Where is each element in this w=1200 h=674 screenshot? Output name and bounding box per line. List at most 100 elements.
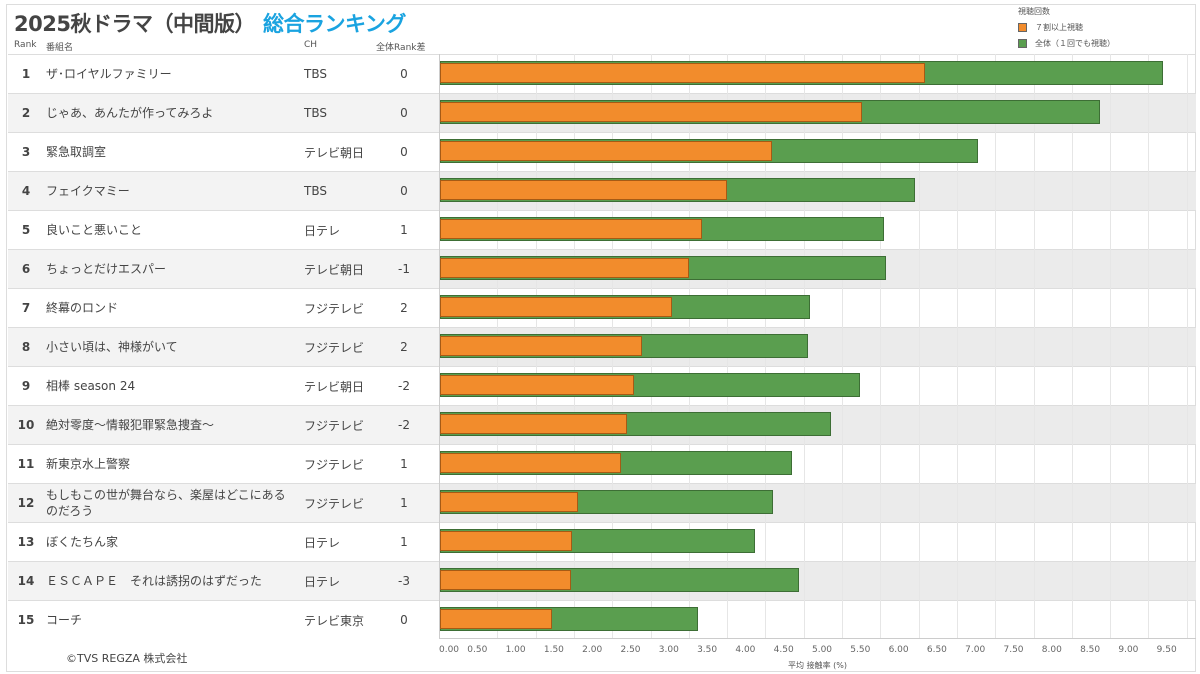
legend-title: 視聴回数: [1018, 7, 1050, 16]
plot-row-band: [440, 327, 1196, 366]
cell-diff: 2: [400, 340, 408, 354]
x-tick-label: 1.00: [505, 645, 526, 655]
legend-label: ７割以上視聴: [1035, 23, 1083, 32]
bar-over70: [440, 102, 863, 122]
cell-name: ぼくたちん家: [46, 535, 119, 549]
cell-name: ちょっとだけエスパー: [46, 262, 167, 276]
cell-diff: 1: [400, 535, 408, 549]
plot-row-band: [440, 54, 1196, 93]
x-tick-label: 7.00: [965, 645, 986, 655]
cell-rank: 7: [21, 301, 31, 315]
bar-plot: [439, 54, 1196, 638]
table-row: 2 じゃあ、あんたが作ってみろよ TBS 0: [8, 93, 1196, 132]
cell-ch: テレビ東京: [304, 613, 365, 628]
gridline: [1110, 54, 1112, 638]
bar-over70: [440, 180, 728, 200]
x-tick-label: 5.50: [850, 645, 871, 655]
header-diff: 全体Rank差: [376, 43, 426, 53]
page-title: 2025秋ドラマ（中間版） 総合ランキング: [14, 8, 406, 38]
cell-name: コーチ: [46, 613, 83, 627]
cell-diff: -1: [398, 262, 410, 276]
x-tick-label: 8.50: [1080, 645, 1101, 655]
cell-name: フェイクマミー: [46, 184, 130, 198]
x-tick-label: 8.00: [1041, 645, 1062, 655]
header-rank: Rank: [14, 40, 37, 50]
plot-row-band: [440, 93, 1196, 132]
cell-name: じゃあ、あんたが作ってみろよ: [46, 106, 214, 120]
cell-rank: 12: [17, 496, 35, 510]
header-ch: CH: [304, 40, 318, 50]
bar-over70: [440, 492, 578, 512]
gridline: [842, 54, 843, 638]
bar-over70: [440, 141, 772, 161]
cell-name: 相棒 season 24: [46, 379, 136, 393]
plot-row-band: [440, 444, 1196, 483]
cell-ch: 日テレ: [304, 574, 341, 589]
legend-item-over70: ７割以上視聴: [1018, 22, 1115, 33]
bar-over70: [440, 375, 634, 395]
cell-rank: 11: [17, 457, 35, 471]
plot-row-band: [440, 405, 1196, 444]
gridline: [1186, 54, 1188, 638]
x-axis: 平均 接触率 (%) 0.00 0.50 1.00 1.50 2.00 2.50 3.00 3.…: [439, 638, 1196, 672]
cell-name: 絶対零度～情報犯罪緊急捜査～: [46, 418, 215, 432]
cell-rank: 10: [17, 418, 35, 432]
plot-row-band: [440, 210, 1196, 249]
plot-row-band: [440, 600, 1196, 639]
cell-name: ＥＳＣＡＰＥ それは誘拐のはずだった: [46, 574, 262, 588]
cell-diff: 1: [400, 223, 408, 237]
bar-over70: [440, 453, 621, 473]
cell-ch: 日テレ: [304, 535, 341, 550]
cell-ch: TBS: [304, 67, 327, 81]
x-tick-label: 2.50: [620, 645, 641, 655]
cell-diff: 0: [400, 613, 408, 627]
cell-diff: 2: [400, 301, 408, 315]
gridline: [880, 54, 882, 638]
cell-ch: フジテレビ: [304, 301, 365, 316]
x-tick-label: 5.00: [811, 645, 833, 655]
plot-row-band: [440, 249, 1196, 288]
x-tick-label: 2.00: [582, 645, 603, 655]
cell-diff: -2: [398, 379, 410, 393]
bar-over70: [440, 531, 572, 551]
x-tick-label: 3.50: [697, 645, 718, 655]
cell-diff: 0: [400, 145, 408, 159]
cell-ch: フジテレビ: [304, 418, 365, 433]
bar-over70: [440, 219, 702, 239]
x-tick-label: 0.00: [438, 645, 460, 655]
cell-name: 緊急取調室: [46, 145, 107, 159]
gridline: [918, 54, 920, 638]
cell-rank: 2: [21, 106, 31, 120]
x-axis-label: 平均 接触率 (%): [788, 661, 847, 670]
gridline: [956, 54, 958, 638]
cell-diff: 0: [400, 67, 408, 81]
cell-rank: 4: [21, 184, 31, 198]
x-tick-label: 4.00: [735, 645, 756, 655]
cell-diff: 0: [400, 106, 408, 120]
cell-rank: 13: [17, 535, 35, 549]
cell-name: 良いこと悪いこと: [46, 223, 143, 237]
title-accent: 総合ランキング: [262, 12, 406, 36]
cell-rank: 9: [21, 379, 31, 393]
plot-row-band: [440, 366, 1196, 405]
x-tick-label: 1.50: [543, 645, 564, 655]
x-tick-label: 4.50: [773, 645, 794, 655]
copyright: ©TVS REGZA 株式会社: [66, 652, 188, 665]
gridline: [1033, 54, 1035, 638]
legend-swatch-green: [1018, 39, 1027, 48]
cell-ch: フジテレビ: [304, 457, 365, 472]
cell-ch: TBS: [304, 106, 327, 120]
gridline: [1071, 54, 1073, 638]
cell-name: もしもこの世が舞台なら、楽屋はどこにあるのだろう: [46, 488, 286, 518]
cell-rank: 6: [21, 262, 31, 276]
cell-diff: 0: [400, 184, 408, 198]
cell-diff: -2: [398, 418, 410, 432]
plot-row-band: [440, 561, 1196, 600]
x-tick-label: 0.50: [467, 645, 488, 655]
cell-diff: 1: [400, 457, 408, 471]
cell-ch: フジテレビ: [304, 340, 365, 355]
plot-row-band: [440, 171, 1196, 210]
legend-item-all: 全体（１回でも視聴）: [1018, 38, 1115, 49]
x-tick-label: 6.50: [926, 645, 947, 655]
cell-rank: 5: [21, 223, 31, 237]
